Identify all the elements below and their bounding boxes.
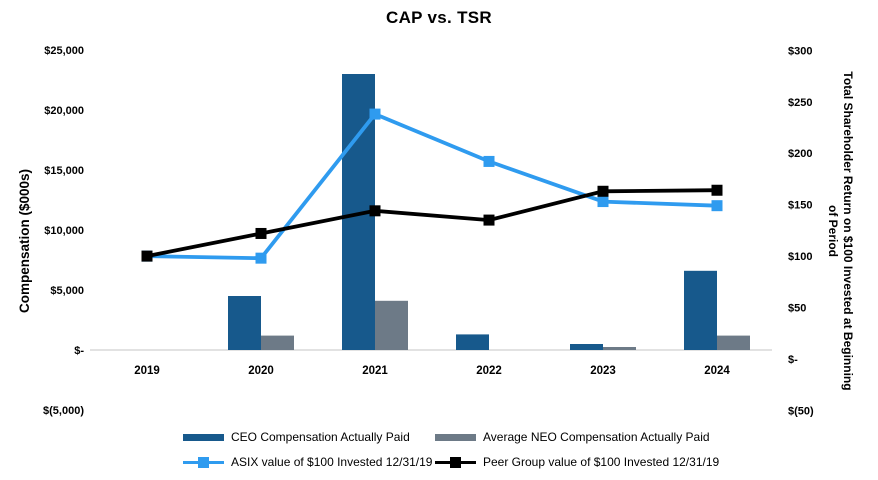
x-axis-label-2019: 2019 — [134, 365, 160, 377]
x-axis-label-2020: 2020 — [248, 365, 274, 377]
left-axis-tick: $5,000 — [50, 285, 84, 297]
bar-neo-2021 — [375, 300, 408, 350]
chart-title: CAP vs. TSR — [386, 8, 492, 27]
x-axis-label-2021: 2021 — [362, 365, 388, 377]
left-axis-tick: $25,000 — [44, 45, 84, 57]
right-axis-title-line-2: of Period — [826, 204, 840, 257]
legend-label-neo-cap: Average NEO Compensation Actually Paid — [483, 430, 710, 444]
asix-marker-2022 — [483, 155, 495, 167]
asix-marker-2021 — [369, 108, 381, 120]
neo-bar-swatch-icon — [435, 433, 476, 441]
x-axis-label-2023: 2023 — [590, 365, 616, 377]
bar-neo-2024 — [717, 335, 750, 350]
left-axis-tick: $20,000 — [44, 105, 84, 117]
right-axis-tick: $(50) — [788, 405, 814, 417]
right-axis-title: Total Shareholder Return on $100 Investe… — [821, 22, 855, 440]
right-axis-tick: $50 — [788, 303, 806, 315]
peer-marker-2019 — [141, 250, 153, 262]
left-axis-tick: $15,000 — [44, 165, 84, 177]
left-axis-tick: $10,000 — [44, 225, 84, 237]
peer-line — [146, 188, 718, 258]
legend-item-peer-line: Peer Group value of $100 Invested 12/31/… — [435, 455, 719, 469]
legend-item-ceo-cap: CEO Compensation Actually Paid — [183, 430, 410, 444]
bar-ceo-2024 — [684, 270, 717, 350]
peer-marker-2022 — [483, 214, 495, 226]
bar-ceo-2020 — [228, 296, 261, 350]
right-axis-tick: $200 — [788, 148, 812, 160]
peer-marker-2024 — [711, 184, 723, 196]
right-axis-tick: $100 — [788, 251, 812, 263]
bar-ceo-2023 — [570, 344, 603, 350]
left-axis-tick: $(5,000) — [43, 405, 84, 417]
asix-marker-2020 — [255, 252, 267, 264]
legend-item-neo-cap: Average NEO Compensation Actually Paid — [435, 430, 710, 444]
legend-label-peer-line: Peer Group value of $100 Invested 12/31/… — [483, 455, 720, 469]
ceo-bar-swatch-icon — [183, 433, 224, 441]
peer-marker-2021 — [369, 205, 381, 217]
left-axis-tick: $- — [74, 345, 84, 357]
bar-ceo-2022 — [456, 334, 489, 350]
x-axis-label-2024: 2024 — [704, 365, 730, 377]
peer-marker-2020 — [255, 227, 267, 239]
legend-label-asix-line: ASIX value of $100 Invested 12/31/19 — [231, 455, 433, 469]
right-axis-tick: $250 — [788, 97, 812, 109]
right-axis-tick: $150 — [788, 200, 812, 212]
asix-marker-2024 — [711, 200, 723, 212]
bar-neo-2023 — [603, 347, 636, 350]
peer-marker-2023 — [597, 185, 609, 197]
bar-neo-2020 — [261, 335, 294, 350]
legend-item-asix-line: ASIX value of $100 Invested 12/31/19 — [183, 455, 432, 469]
legend-label-ceo-cap: CEO Compensation Actually Paid — [231, 430, 410, 444]
right-axis-title-line-1: Total Shareholder Return on $100 Investe… — [841, 71, 855, 391]
asix-line — [146, 111, 718, 261]
peer-line-swatch-icon — [435, 456, 476, 468]
right-axis-tick: $- — [788, 354, 798, 366]
x-axis-label-2022: 2022 — [476, 365, 502, 377]
right-axis-tick: $300 — [788, 45, 812, 57]
asix-marker-2023 — [597, 196, 609, 208]
asix-line-swatch-icon — [183, 456, 224, 468]
left-axis-title: Compensation ($000s) — [17, 168, 32, 314]
